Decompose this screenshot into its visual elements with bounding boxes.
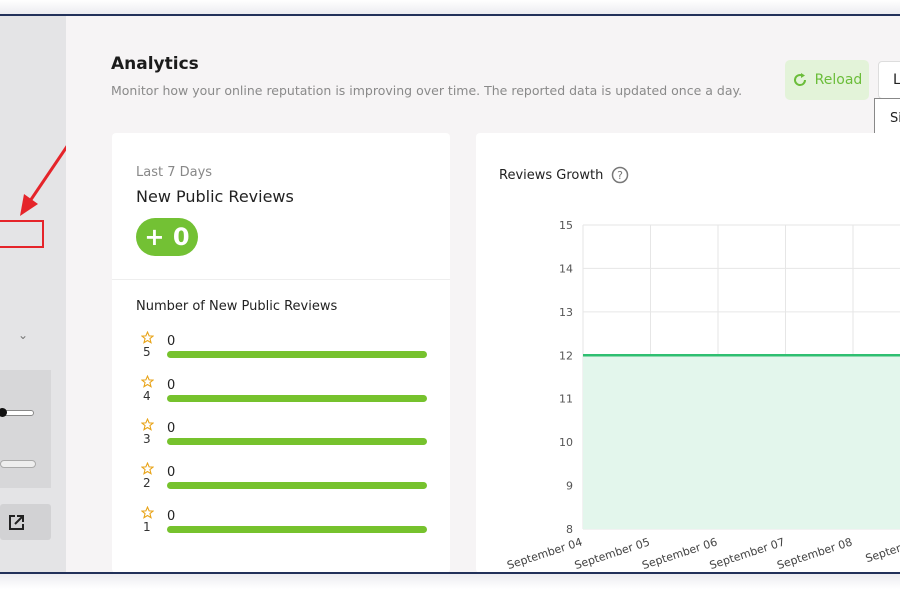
sidebar-panel [0, 370, 51, 488]
rating-bar [167, 526, 427, 533]
star-level: 1 [143, 520, 151, 534]
page-subtitle: Monitor how your online reputation is im… [111, 83, 743, 98]
rating-bar [167, 395, 427, 402]
svg-text:?: ? [617, 169, 623, 182]
ratings-heading: Number of New Public Reviews [136, 299, 338, 314]
x-tick-label: September 04 [505, 535, 583, 572]
rating-bar [167, 351, 427, 358]
y-tick-label: 10 [559, 436, 573, 449]
bottom-edge [0, 574, 900, 589]
star-level: 5 [143, 345, 151, 359]
star-icon [141, 331, 154, 344]
chevron-down-icon[interactable]: ⌄ [18, 328, 29, 342]
y-tick-label: 14 [559, 262, 573, 275]
rating-row: 5 0 [136, 331, 436, 369]
top-edge [0, 0, 900, 14]
star-level: 2 [143, 476, 151, 490]
question-circle-icon[interactable]: ? [611, 166, 629, 184]
reload-label: Reload [814, 72, 863, 88]
refresh-icon [793, 73, 806, 86]
y-tick-label: 11 [559, 393, 573, 406]
sidebar-slider-2[interactable] [0, 460, 36, 468]
slider-handle[interactable] [0, 408, 7, 417]
x-tick-label: September 06 [640, 535, 718, 572]
page-title: Analytics [111, 54, 199, 74]
external-link-icon [9, 515, 24, 530]
rating-count: 0 [167, 334, 176, 349]
chart-title-row: Reviews Growth ? [499, 166, 629, 184]
x-tick-label: September 08 [775, 535, 853, 572]
star-level: 3 [143, 432, 151, 446]
card-heading: New Public Reviews [136, 187, 294, 206]
new-reviews-badge: + 0 [136, 218, 198, 256]
rating-row: 3 0 [136, 418, 436, 456]
dropdown-option[interactable]: Si [890, 111, 900, 126]
chart-title: Reviews Growth [499, 167, 604, 183]
x-tick-label: September 07 [708, 535, 786, 572]
main-content: Analytics Monitor how your online reputa… [66, 16, 900, 572]
reload-button[interactable]: Reload [785, 60, 869, 100]
rating-bar [167, 482, 427, 489]
period-dropdown[interactable]: L [878, 61, 900, 99]
star-icon [141, 462, 154, 475]
y-tick-label: 8 [566, 523, 573, 536]
sidebar: ⌄ [0, 16, 66, 572]
y-tick-label: 12 [559, 349, 573, 362]
x-tick-label: Septembe [864, 535, 900, 565]
rating-row: 4 0 [136, 375, 436, 413]
star-level: 4 [143, 389, 151, 403]
rating-count: 0 [167, 465, 176, 480]
series-area [583, 355, 900, 529]
rating-count: 0 [167, 421, 176, 436]
y-tick-label: 15 [559, 219, 573, 232]
rating-bar [167, 438, 427, 445]
star-icon [141, 418, 154, 431]
reviews-growth-card: 8 9 10 11 12 13 14 15 September 04 September 05 Se… [476, 133, 900, 572]
period-label: Last 7 Days [136, 165, 213, 180]
x-tick-label: September 05 [573, 535, 651, 572]
rating-count: 0 [167, 378, 176, 393]
divider [112, 279, 450, 280]
rating-row: 2 0 [136, 462, 436, 500]
rating-count: 0 [167, 509, 176, 524]
app-window: ⌄ Analytics Monitor how your online repu… [0, 14, 900, 574]
star-icon [141, 375, 154, 388]
y-tick-label: 13 [559, 306, 573, 319]
rating-row: 1 0 [136, 506, 436, 544]
star-icon [141, 506, 154, 519]
new-reviews-card: Last 7 Days New Public Reviews + 0 Numbe… [112, 133, 450, 572]
external-link-button[interactable] [0, 504, 51, 540]
highlight-box [0, 220, 44, 248]
y-tick-label: 9 [566, 480, 573, 493]
annotation-arrow [20, 141, 72, 216]
